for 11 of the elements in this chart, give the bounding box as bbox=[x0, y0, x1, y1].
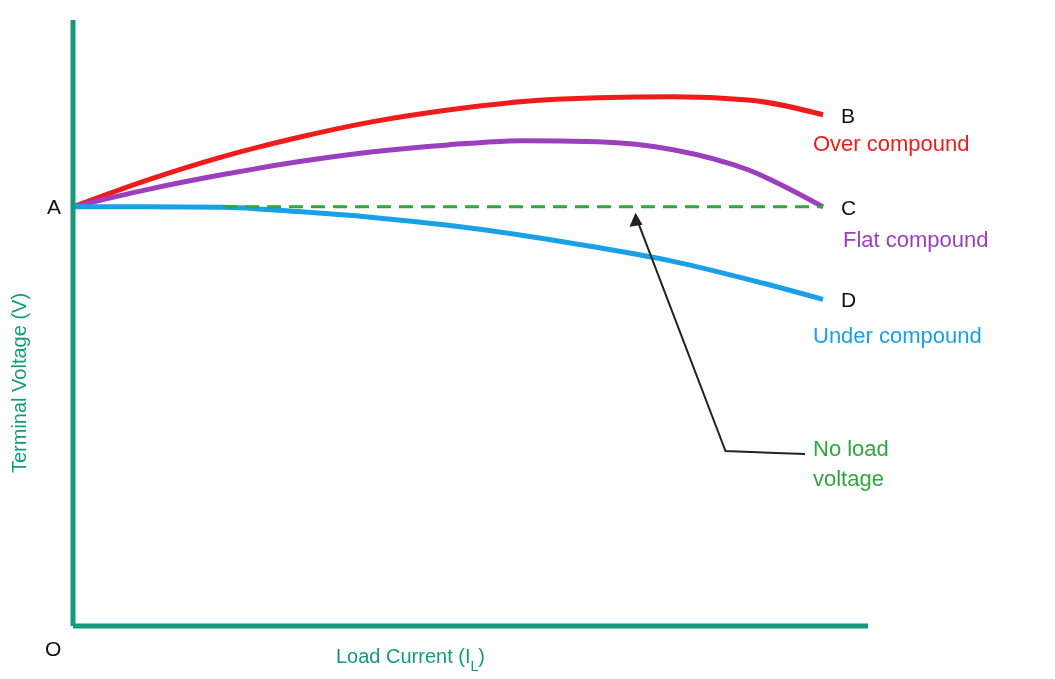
text: O bbox=[45, 637, 62, 660]
series-label: Over compound bbox=[813, 130, 970, 156]
x-axis-title: Load Current (I$_{L}$) bbox=[336, 645, 485, 674]
annotation: B bbox=[841, 103, 856, 127]
series-label: Flat compound bbox=[843, 226, 989, 252]
series-label: Under compound bbox=[813, 323, 982, 349]
text: A bbox=[47, 194, 62, 218]
annotation: No load voltage bbox=[813, 436, 889, 491]
y-axis-title: Terminal Voltage (V) bbox=[8, 292, 30, 474]
annotation: D bbox=[841, 288, 857, 312]
annotation: C bbox=[841, 195, 857, 219]
